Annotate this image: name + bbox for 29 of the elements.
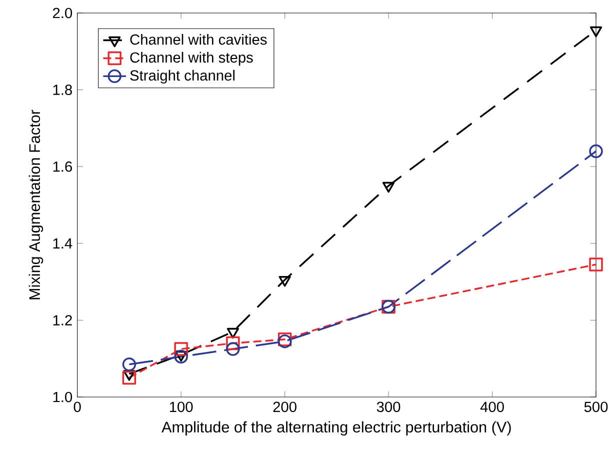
y-axis-title: Mixing Augmentation Factor xyxy=(28,110,44,300)
x-tick-label: 300 xyxy=(376,402,400,412)
x-tick-label: 0 xyxy=(74,402,81,412)
y-tick-label: 1.4 xyxy=(53,238,72,248)
point xyxy=(589,258,603,272)
point xyxy=(123,370,136,381)
legend-label: Channel with steps xyxy=(130,52,253,66)
point xyxy=(226,342,240,356)
point xyxy=(278,276,291,287)
x-axis-title: Amplitude of the alternating electric perturbation (V) xyxy=(162,421,511,436)
point xyxy=(226,328,239,339)
legend-label: Straight channel xyxy=(130,70,234,84)
point xyxy=(122,357,136,372)
point xyxy=(122,370,136,385)
point xyxy=(589,144,603,158)
point xyxy=(226,336,240,350)
x-tick-label: 200 xyxy=(273,402,296,412)
legend-label: Channel with cavities xyxy=(130,34,267,45)
y-tick-label: 1.2 xyxy=(53,315,72,326)
point xyxy=(590,26,602,38)
point xyxy=(174,342,188,356)
y-tick-label: 1.0 xyxy=(53,392,72,402)
point xyxy=(382,182,395,193)
x-tick-label: 400 xyxy=(480,402,504,412)
x-tick-label: 500 xyxy=(584,402,608,412)
y-tick-label: 1.6 xyxy=(53,161,72,172)
y-tick-label: 2.0 xyxy=(52,8,72,18)
x-tick-label: 100 xyxy=(170,402,193,412)
y-tick-label: 1.8 xyxy=(53,84,72,95)
